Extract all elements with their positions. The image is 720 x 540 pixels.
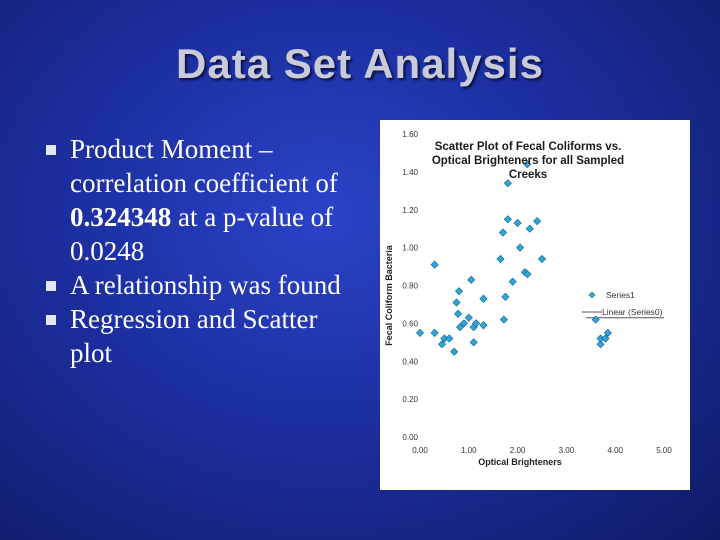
bullet-text: Regression and Scatter plot <box>70 304 318 368</box>
legend-entry: Series1 <box>606 290 635 300</box>
bullet-list: Product Moment – correlation coefficient… <box>46 132 366 370</box>
data-point <box>496 254 505 264</box>
data-point <box>459 319 469 328</box>
x-tick-label: 2.00 <box>510 446 526 455</box>
x-axis-label: Optical Brighteners <box>478 457 562 467</box>
square-bullet-icon <box>46 145 56 155</box>
data-point <box>537 254 547 264</box>
y-tick-label: 1.00 <box>402 244 418 253</box>
y-axis-label: Fecal Coliform Bacteria <box>384 244 394 346</box>
data-point <box>501 292 510 301</box>
data-point <box>503 215 512 224</box>
slide-title: Data Set Analysis <box>176 40 544 87</box>
bullet-item: Product Moment – correlation coefficient… <box>46 132 366 268</box>
data-point <box>591 315 600 324</box>
y-tick-label: 0.00 <box>402 433 418 442</box>
bullet-item: A relationship was found <box>46 268 366 302</box>
chart-points <box>415 160 664 356</box>
chart-title-line: Creeks <box>509 169 547 181</box>
x-tick-label: 5.00 <box>656 446 672 455</box>
data-point <box>452 298 461 307</box>
y-tick-label: 0.80 <box>402 282 418 291</box>
scatter-chart: 0.00 0.20 0.40 0.60 0.80 1.00 1.20 1.40 1.60 0.00… <box>380 120 690 490</box>
data-point <box>469 338 478 347</box>
data-point <box>523 160 532 169</box>
x-tick-label: 0.00 <box>412 446 428 455</box>
chart-background <box>380 120 690 490</box>
data-point <box>479 321 488 330</box>
legend-marker <box>588 291 596 299</box>
chart-labels: Optical Brighteners Fecal Coliform Bacter… <box>384 141 663 467</box>
data-point <box>430 328 439 337</box>
data-point <box>503 179 512 188</box>
chart-title-line: Optical Brighteners for all Sampled <box>432 155 624 167</box>
data-point <box>515 243 525 252</box>
x-tick-label: 4.00 <box>607 446 623 455</box>
data-point <box>464 313 473 322</box>
square-bullet-icon <box>46 315 56 325</box>
bullet-item: Regression and Scatter plot <box>46 302 366 370</box>
y-tick-label: 1.60 <box>402 130 418 139</box>
data-point <box>467 275 476 284</box>
y-tick-label: 0.60 <box>402 319 418 328</box>
data-point <box>437 340 447 349</box>
data-point <box>596 340 605 349</box>
y-tick-label: 0.40 <box>402 357 418 366</box>
bullet-bold-value: 0.324348 <box>70 202 172 232</box>
data-point <box>472 319 481 328</box>
data-point <box>499 315 509 324</box>
data-point <box>508 277 517 286</box>
chart-title-line: Scatter Plot of Fecal Coliforms vs. <box>435 141 622 153</box>
y-tick-label: 1.40 <box>402 168 418 177</box>
x-tick-label: 1.00 <box>461 446 477 455</box>
data-point <box>601 334 610 343</box>
data-point <box>479 294 488 303</box>
square-bullet-icon <box>46 281 56 291</box>
x-tick-label: 3.00 <box>559 446 575 455</box>
data-point <box>415 328 425 337</box>
legend-entry: Linear (Series0) <box>602 307 663 317</box>
y-tick-label: 1.20 <box>402 206 418 215</box>
data-point <box>430 260 439 269</box>
data-point <box>453 309 463 319</box>
data-point <box>603 328 612 337</box>
data-point <box>523 270 532 279</box>
data-point <box>513 218 522 228</box>
data-point <box>454 287 464 296</box>
data-point <box>450 347 459 356</box>
chart-axes: 0.00 0.20 0.40 0.60 0.80 1.00 1.20 1.40 1.60 0.00… <box>402 130 672 455</box>
data-point <box>498 228 508 237</box>
bullet-text: A relationship was found <box>70 270 341 300</box>
y-tick-label: 0.20 <box>402 395 418 404</box>
data-point <box>445 334 454 343</box>
bullet-text: Product Moment – correlation coefficient… <box>70 134 338 198</box>
bullet-text-tail: at a p-value of 0.0248 <box>70 202 334 266</box>
data-point <box>533 217 542 226</box>
data-point <box>525 224 534 233</box>
